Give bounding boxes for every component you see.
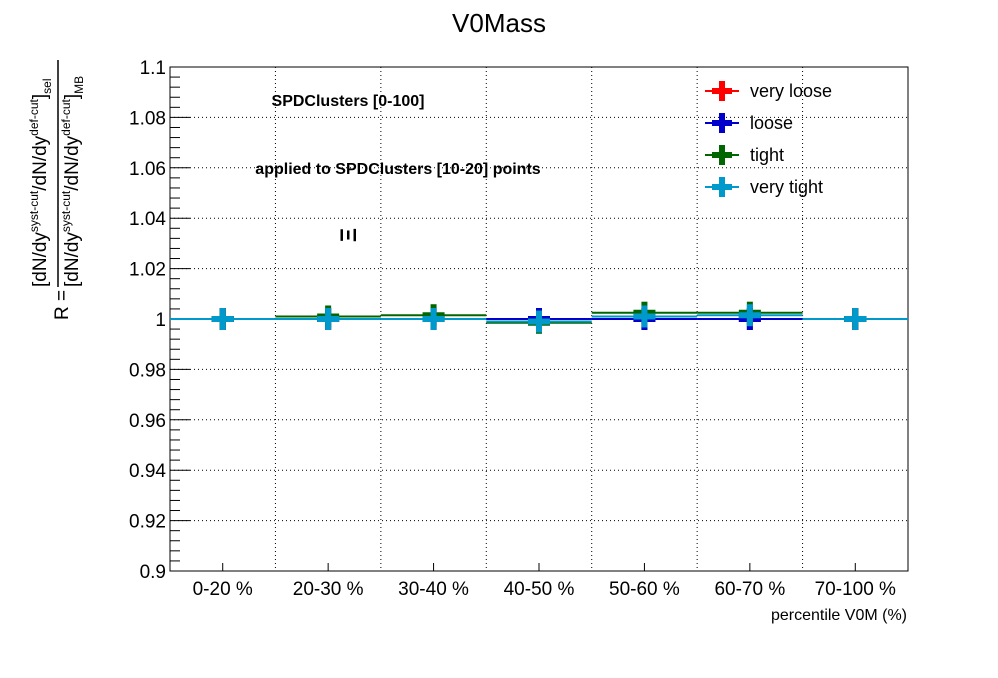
x-tick-label: 0-20 %: [193, 579, 253, 600]
series-very-tight: [170, 304, 908, 333]
legend: very loose loose tight very tight: [705, 81, 832, 197]
annotation-applied-to: applied to SPDClusters [10-20] points: [255, 161, 540, 178]
x-tick-label: 20-30 %: [293, 579, 364, 600]
y-tick-label: 0.94: [129, 461, 166, 482]
y-tick-label: 0.96: [129, 411, 166, 432]
legend-label: very loose: [750, 81, 832, 101]
x-tick-label: 50-60 %: [609, 579, 680, 600]
y-tick-label: 0.92: [129, 512, 166, 533]
x-axis-label: percentile V0M (%): [771, 607, 907, 624]
annotation-spdclusters: SPDClusters [0-100]: [272, 93, 425, 110]
x-tick-label: 60-70 %: [714, 579, 785, 600]
axes-layer: 0.9 0.92 0.94 0.96 0.98 1 1.02 1.04 1.06 1.08 1.1 0…: [129, 58, 909, 600]
legend-label: very tight: [750, 177, 823, 197]
y-tick-label: 1: [155, 310, 166, 331]
legend-label: tight: [750, 145, 784, 165]
y-tick-label: 1.02: [129, 260, 166, 281]
annotation-particle-xi: Ξ: [336, 228, 361, 242]
y-axis-label: R = [dN/dysyst-cut/dN/dydef-cut]sel [dN/…: [27, 60, 86, 320]
x-tick-label: 30-40 %: [398, 579, 469, 600]
y-axis-label-numerator: [dN/dysyst-cut/dN/dydef-cut]sel: [27, 79, 54, 288]
y-tick-label: 1.08: [129, 108, 166, 129]
y-tick-label: 0.98: [129, 360, 166, 381]
y-tick-label: 0.9: [140, 562, 166, 583]
x-tick-label: 40-50 %: [504, 579, 575, 600]
y-axis-label-denominator: [dN/dysyst-cut/dN/dydef-cut]MB: [59, 76, 86, 287]
y-axis-label-prefix: R =: [52, 290, 73, 320]
y-tick-label: 1.1: [140, 58, 166, 79]
chart-title: V0Mass: [452, 8, 546, 38]
y-tick-label: 1.06: [129, 159, 166, 180]
series-layer: [170, 301, 908, 334]
y-tick-label: 1.04: [129, 209, 166, 230]
x-tick-label: 70-100 %: [815, 579, 896, 600]
legend-label: loose: [750, 113, 793, 133]
